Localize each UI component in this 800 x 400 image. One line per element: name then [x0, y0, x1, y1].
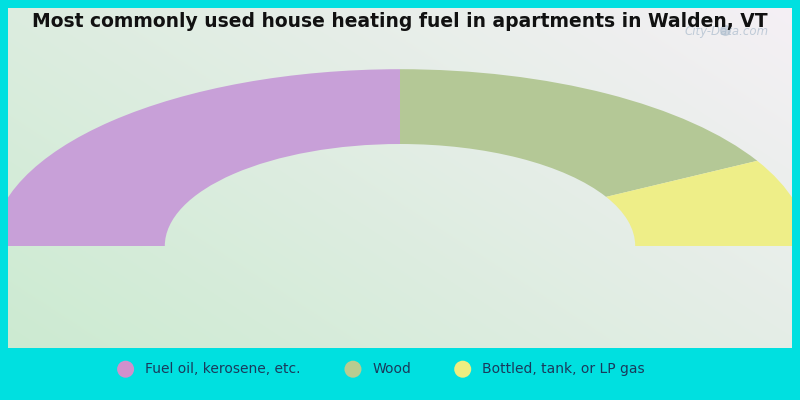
Point [119, 366, 132, 372]
Text: Fuel oil, kerosene, etc.: Fuel oil, kerosene, etc. [146, 362, 301, 376]
Wedge shape [606, 161, 800, 246]
Text: Most commonly used house heating fuel in apartments in Walden, VT: Most commonly used house heating fuel in… [32, 12, 768, 31]
Point [456, 366, 469, 372]
Wedge shape [0, 69, 400, 246]
Text: City-Data.com: City-Data.com [684, 25, 769, 38]
Text: Bottled, tank, or LP gas: Bottled, tank, or LP gas [482, 362, 645, 376]
Wedge shape [400, 69, 758, 197]
Text: Wood: Wood [373, 362, 411, 376]
Point [346, 366, 359, 372]
